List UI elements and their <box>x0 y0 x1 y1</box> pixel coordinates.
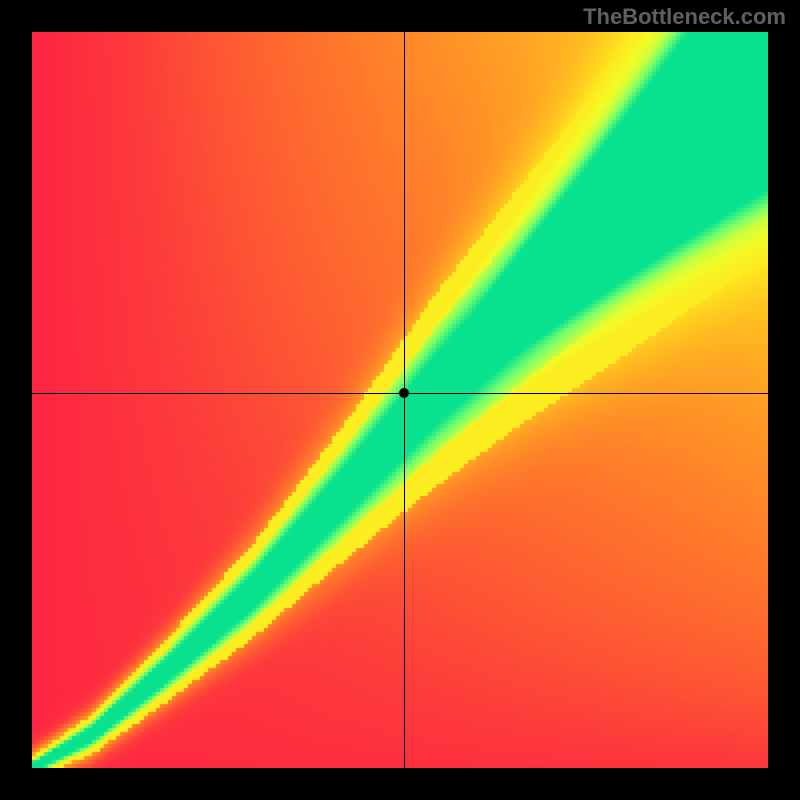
heatmap-plot <box>32 32 768 768</box>
crosshair-vertical <box>404 32 405 768</box>
crosshair-point <box>399 388 409 398</box>
watermark-text: TheBottleneck.com <box>583 4 786 30</box>
heatmap-canvas <box>32 32 768 768</box>
